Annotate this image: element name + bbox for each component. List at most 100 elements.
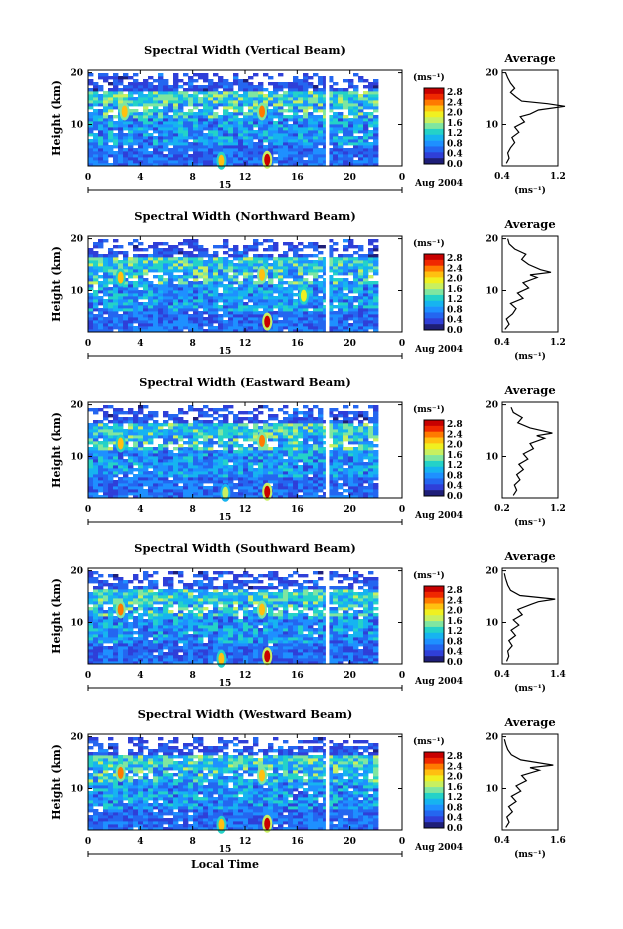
heatmap-cell	[353, 492, 359, 496]
heatmap-cell	[273, 417, 279, 421]
heatmap-cell	[303, 145, 309, 149]
heatmap-cell	[88, 269, 94, 273]
heatmap-cell	[163, 287, 169, 291]
heatmap-cell	[123, 444, 129, 448]
heatmap-cell	[143, 121, 149, 125]
heatmap-cell	[163, 254, 169, 258]
heatmap-cell	[308, 115, 314, 119]
heatmap-cell	[98, 320, 104, 324]
heatmap-cell	[98, 239, 104, 243]
heatmap-cell	[113, 287, 119, 291]
heatmap-cell	[288, 133, 294, 137]
heatmap-cell	[108, 486, 114, 490]
heatmap-cell	[303, 438, 309, 442]
heatmap-cell	[198, 477, 204, 481]
heatmap-cell	[98, 296, 104, 300]
heatmap-cell	[293, 115, 299, 119]
heatmap-cell	[178, 420, 184, 424]
heatmap-cell	[98, 658, 104, 662]
heatmap-cell	[158, 432, 164, 436]
average-y-tick-label: 10	[485, 452, 498, 462]
heatmap-cell	[338, 287, 344, 291]
heatmap-cell	[158, 260, 164, 264]
heatmap-cell	[108, 299, 114, 303]
heatmap-cell	[288, 323, 294, 327]
heatmap-cell	[108, 474, 114, 478]
heatmap-cell	[188, 444, 194, 448]
heatmap-cell	[153, 115, 159, 119]
heatmap-cell	[333, 429, 339, 433]
heatmap-cell	[323, 323, 329, 327]
heatmap-cell	[88, 118, 94, 122]
heatmap-cell	[308, 311, 314, 315]
heatmap-cell	[298, 88, 304, 92]
heatmap-cell	[133, 124, 139, 128]
heatmap-cell	[298, 254, 304, 258]
heatmap-cell	[88, 323, 94, 327]
heatmap-cell	[153, 290, 159, 294]
heatmap-cell	[93, 308, 99, 312]
heatmap-cell	[248, 311, 254, 315]
colorbar-swatch	[424, 484, 444, 491]
heatmap-cell	[133, 429, 139, 433]
heatmap-cell	[338, 311, 344, 315]
heatmap-cell	[173, 260, 179, 264]
heatmap-cell	[293, 103, 299, 107]
heatmap-cell	[373, 260, 379, 264]
heatmap-cell	[243, 661, 249, 665]
heatmap-cell	[233, 148, 239, 152]
heatmap-cell	[153, 97, 159, 101]
heatmap-cell	[153, 414, 159, 418]
heatmap-cell	[358, 248, 364, 252]
heatmap-cell	[288, 245, 294, 249]
heatmap-cell	[213, 142, 219, 146]
heatmap-cell	[163, 296, 169, 300]
colorbar-swatch	[424, 146, 444, 153]
heatmap-cell	[93, 157, 99, 161]
heatmap-cell	[228, 103, 234, 107]
hotspot-0	[264, 153, 271, 166]
heatmap-cell	[168, 492, 174, 496]
heatmap-cell	[353, 311, 359, 315]
heatmap-cell	[93, 266, 99, 270]
heatmap-cell	[163, 477, 169, 481]
heatmap-cell	[153, 480, 159, 484]
heatmap-cell	[173, 453, 179, 457]
heatmap-cell	[223, 320, 229, 324]
heatmap-cell	[103, 154, 109, 158]
heatmap-cell	[103, 438, 109, 442]
heatmap-cell	[118, 305, 124, 309]
heatmap-cell	[118, 145, 124, 149]
heatmap-cell	[313, 471, 319, 475]
average-title: Average	[503, 383, 555, 397]
heatmap-cell	[328, 287, 334, 291]
heatmap-cell	[173, 121, 179, 125]
colorbar-swatch	[424, 460, 444, 468]
heatmap-cell	[178, 151, 184, 155]
heatmap-cell	[148, 124, 154, 128]
heatmap-cell	[303, 85, 309, 89]
heatmap-cell	[153, 661, 159, 665]
heatmap-cell	[248, 456, 254, 460]
heatmap-cell	[168, 151, 174, 155]
heatmap-cell	[173, 414, 179, 418]
heatmap-cell	[138, 477, 144, 481]
heatmap-cell	[308, 465, 314, 469]
heatmap-cell	[133, 118, 139, 122]
heatmap-cell	[228, 453, 234, 457]
heatmap-cell	[203, 281, 209, 285]
heatmap-cell	[188, 263, 194, 267]
heatmap-cell	[178, 495, 184, 499]
heatmap-cell	[153, 420, 159, 424]
heatmap-cell	[118, 471, 124, 475]
heatmap-cell	[268, 136, 274, 140]
heatmap-cell	[218, 477, 224, 481]
heatmap-cell	[353, 465, 359, 469]
heatmap-cell	[108, 438, 114, 442]
heatmap-cell	[293, 299, 299, 303]
heatmap-cell	[158, 121, 164, 125]
heatmap-cell	[238, 82, 244, 86]
average-frame	[501, 69, 559, 167]
heatmap-cell	[303, 471, 309, 475]
heatmap-cell	[348, 109, 354, 113]
